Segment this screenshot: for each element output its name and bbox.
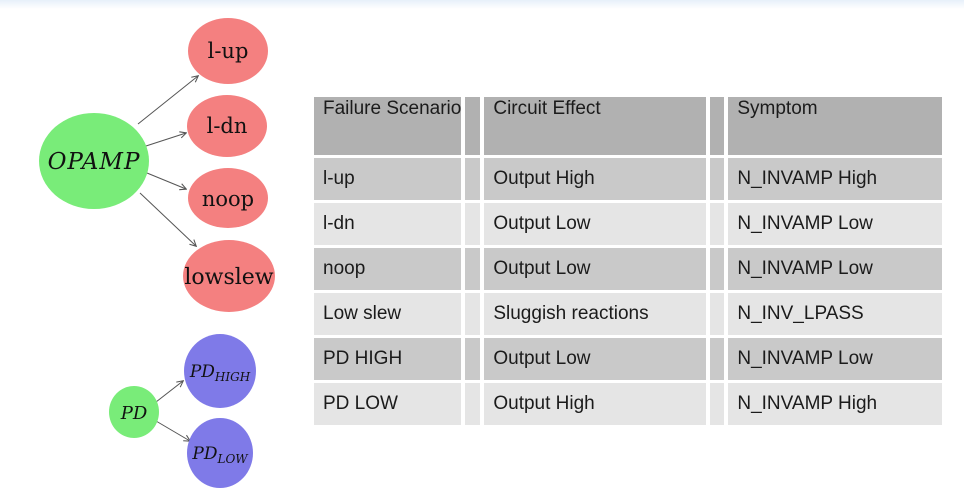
header-spacer-2 [710, 97, 725, 155]
node-pd-label: PD [120, 403, 148, 424]
node-lup-label: l-up [208, 39, 249, 63]
node-opamp [39, 113, 149, 209]
cell-spacer [465, 158, 481, 200]
cell-effect: Output High [484, 383, 707, 425]
node-noop [188, 168, 268, 228]
node-pdhigh-label: PDHIGH [189, 362, 251, 384]
node-pdhigh [184, 334, 256, 408]
failure-table-container: Failure Scenario Circuit Effect Symptom … [310, 94, 946, 428]
header-circuit-effect: Circuit Effect [484, 97, 707, 155]
cell-symptom: N_INVAMP Low [728, 203, 943, 245]
table-row: Low slew Sluggish reactions N_INV_LPASS [314, 293, 943, 335]
node-ldn [187, 95, 267, 157]
cell-scenario: l-dn [314, 203, 462, 245]
cell-effect: Output Low [484, 203, 707, 245]
node-noop-label: noop [202, 187, 254, 211]
top-strip [0, 0, 964, 9]
edge-opamp-to-ldn [145, 133, 186, 147]
cell-symptom: N_INVAMP Low [728, 248, 943, 290]
cell-scenario: Low slew [314, 293, 462, 335]
failure-table: Failure Scenario Circuit Effect Symptom … [310, 94, 946, 428]
cell-scenario: noop [314, 248, 462, 290]
cell-scenario: PD LOW [314, 383, 462, 425]
table-row: l-dn Output Low N_INVAMP Low [314, 203, 943, 245]
fault-tree-diagram: OPAMP l-up l-dn noop lowslew PD PDHIGH P… [39, 18, 275, 488]
node-pdlow [187, 418, 253, 488]
table-row: noop Output Low N_INVAMP Low [314, 248, 943, 290]
cell-effect: Output Low [484, 338, 707, 380]
cell-spacer [710, 248, 725, 290]
cell-effect: Sluggish reactions [484, 293, 707, 335]
header-spacer-1 [465, 97, 481, 155]
cell-spacer [465, 338, 481, 380]
table-header-row: Failure Scenario Circuit Effect Symptom [314, 97, 943, 155]
cell-effect: Output Low [484, 248, 707, 290]
cell-spacer [465, 203, 481, 245]
cell-scenario: PD HIGH [314, 338, 462, 380]
cell-symptom: N_INV_LPASS [728, 293, 943, 335]
cell-effect: Output High [484, 158, 707, 200]
cell-spacer [710, 203, 725, 245]
node-ldn-label: l-dn [207, 114, 248, 138]
header-symptom: Symptom [728, 97, 943, 155]
node-pd [109, 386, 159, 438]
table-row: l-up Output High N_INVAMP High [314, 158, 943, 200]
table-row: PD HIGH Output Low N_INVAMP Low [314, 338, 943, 380]
cell-symptom: N_INVAMP High [728, 383, 943, 425]
node-lowslew [183, 240, 275, 312]
edge-pd-to-pdlow [155, 420, 190, 441]
edge-opamp-to-noop [146, 172, 186, 189]
cell-spacer [710, 383, 725, 425]
cell-symptom: N_INVAMP Low [728, 338, 943, 380]
edge-pd-to-pdhigh [155, 381, 183, 403]
cell-spacer [465, 293, 481, 335]
cell-symptom: N_INVAMP High [728, 158, 943, 200]
node-lowslew-label: lowslew [184, 265, 273, 290]
header-failure-scenario: Failure Scenario [314, 97, 462, 155]
node-opamp-label: OPAMP [48, 149, 141, 175]
cell-spacer [710, 338, 725, 380]
cell-spacer [465, 248, 481, 290]
edge-opamp-to-lup [137, 76, 198, 125]
node-pdlow-label: PDLOW [191, 444, 249, 466]
cell-scenario: l-up [314, 158, 462, 200]
cell-spacer [710, 293, 725, 335]
edge-opamp-to-lowslew [139, 192, 196, 246]
node-lup [188, 18, 268, 84]
cell-spacer [465, 383, 481, 425]
table-row: PD LOW Output High N_INVAMP High [314, 383, 943, 425]
cell-spacer [710, 158, 725, 200]
